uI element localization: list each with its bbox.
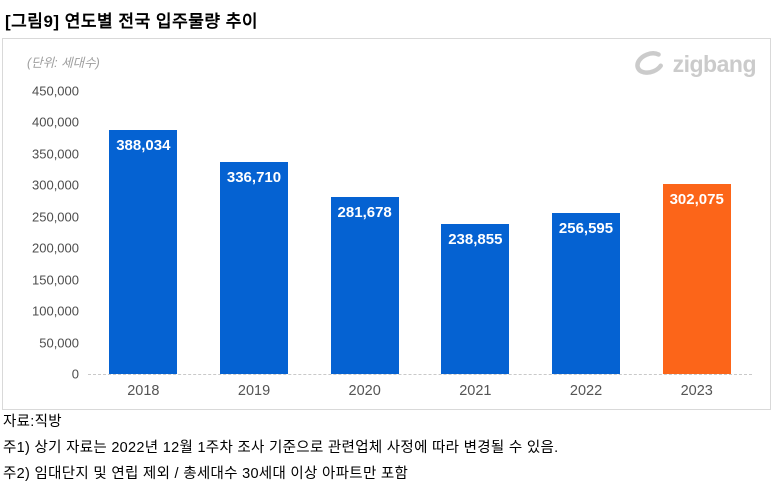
- bar-2019: 336,710: [220, 162, 288, 374]
- y-axis-tick-label: 250,000: [32, 209, 79, 225]
- bar-slot-2020: 281,678: [309, 91, 420, 374]
- y-axis-tick-label: 150,000: [32, 272, 79, 288]
- plot-area: 388,034 336,710 281,678 238,855 256,595 302,0…: [88, 91, 752, 375]
- x-axis-label-2020: 2020: [348, 383, 381, 399]
- footnote-2: 주2) 임대단지 및 연립 제외 / 총세대수 30세대 이상 아파트만 포함: [3, 466, 409, 482]
- zigbang-ring-icon: [632, 47, 668, 82]
- y-axis-tick-label: 450,000: [32, 83, 79, 99]
- x-axis-label-2021: 2021: [459, 383, 492, 399]
- y-axis-tick-label: 0: [71, 366, 79, 382]
- x-axis-label-2023: 2023: [680, 383, 713, 399]
- y-axis-tick-label: 200,000: [32, 240, 79, 256]
- x-axis: 2018 2019 2020 2021 2022 2023: [88, 383, 752, 399]
- bar-slot-2022: 256,595: [531, 91, 642, 374]
- bar-2022: 256,595: [552, 212, 621, 374]
- bar-slot-2023: 302,075: [641, 91, 752, 374]
- bar-slot-2018: 388,034: [88, 91, 199, 374]
- y-axis-tick-label: 100,000: [32, 303, 79, 319]
- footer-notes: 자료:직방 주1) 상기 자료는 2022년 12월 1주차 조사 기준으로 관…: [3, 414, 773, 492]
- zigbang-logo-text: zigbang: [672, 51, 757, 77]
- bar-value-label: 281,678: [337, 203, 392, 221]
- x-axis-label-2019: 2019: [237, 383, 271, 399]
- bar-value-label: 238,855: [448, 230, 503, 248]
- y-axis-tick-label: 350,000: [32, 146, 79, 162]
- unit-label: (단위: 세대수): [27, 56, 100, 70]
- bar-slot-2021: 238,855: [420, 91, 531, 374]
- footnote-1: 주1) 상기 자료는 2022년 12월 1주차 조사 기준으로 관련업체 사정…: [3, 440, 559, 456]
- bar-2021: 238,855: [441, 223, 510, 374]
- x-axis-label-2022: 2022: [569, 383, 603, 399]
- bar-slot-2019: 336,710: [199, 91, 310, 374]
- page-title: [그림9] 연도별 전국 입주물량 추이: [5, 12, 258, 31]
- bar-2023: 302,075: [662, 184, 731, 374]
- y-axis-tick-label: 400,000: [32, 114, 79, 130]
- bar-2020: 281,678: [330, 196, 399, 374]
- y-axis-tick-label: 50,000: [39, 335, 79, 351]
- bar-2018: 388,034: [109, 129, 178, 374]
- bar-value-label: 256,595: [558, 219, 614, 237]
- source-note: 자료:직방: [3, 414, 62, 430]
- zigbang-logo: zigbang: [632, 47, 757, 82]
- bar-value-label: 302,075: [669, 191, 724, 209]
- bar-value-label: 388,034: [116, 136, 171, 154]
- chart-container: (단위: 세대수) zigbang 450,000 400,000 350,000 3…: [2, 38, 771, 410]
- bar-value-label: 336,710: [226, 169, 282, 187]
- y-axis-tick-label: 300,000: [32, 177, 79, 193]
- bar-group: 388,034 336,710 281,678 238,855 256,595 302,0…: [88, 91, 752, 374]
- y-axis: 450,000 400,000 350,000 300,000 250,000 200,0…: [3, 84, 79, 382]
- x-axis-label-2018: 2018: [127, 383, 160, 399]
